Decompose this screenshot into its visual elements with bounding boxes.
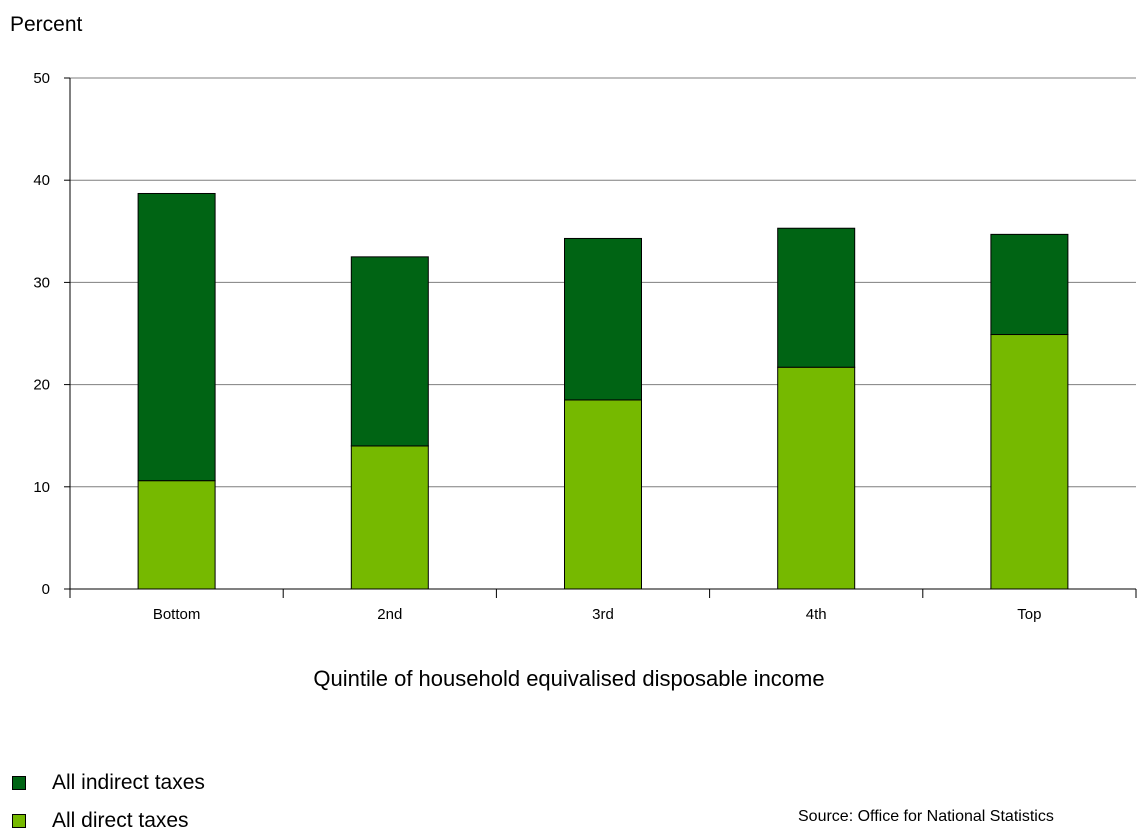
source-note: Source: Office for National Statistics [798,808,1054,825]
bar-indirect-taxes [564,237,642,401]
y-tick-label: 40 [33,172,50,189]
x-tick-label: 3rd [592,606,614,623]
bar-direct-taxes [137,480,216,590]
bar-indirect-taxes [350,256,429,447]
x-tick-label: Bottom [153,606,201,623]
y-tick-label: 50 [33,70,50,87]
x-tick-label: 2nd [377,606,402,623]
x-tick-label: 4th [806,606,827,623]
bar-direct-taxes [350,445,429,590]
bars [137,192,1069,590]
bar-direct-taxes [777,366,856,590]
bar-indirect-taxes [137,192,216,482]
legend-label-indirect: All indirect taxes [52,771,205,794]
legend-item-indirect: All indirect taxes [12,764,205,802]
y-tick-label: 10 [33,479,50,496]
legend-swatch-indirect [12,776,26,790]
legend-item-direct: All direct taxes [12,802,205,840]
bar-direct-taxes [564,399,642,590]
y-tick-label: 30 [33,274,50,291]
legend: All indirect taxes All direct taxes [12,764,205,840]
y-tick-label: 0 [42,581,50,598]
x-tick-label: Top [1017,606,1041,623]
y-tick-label: 20 [33,377,50,394]
y-axis-title: Percent [10,13,83,36]
legend-label-direct: All direct taxes [52,809,189,832]
x-axis-title: Quintile of household equivalised dispos… [313,666,825,691]
bar-indirect-taxes [990,233,1069,336]
legend-swatch-direct [12,814,26,828]
bar-direct-taxes [990,334,1069,590]
axes: 0 10 20 30 40 50 Bottom 2nd 3rd 4th Top [33,70,1137,623]
bar-indirect-taxes [777,227,856,368]
